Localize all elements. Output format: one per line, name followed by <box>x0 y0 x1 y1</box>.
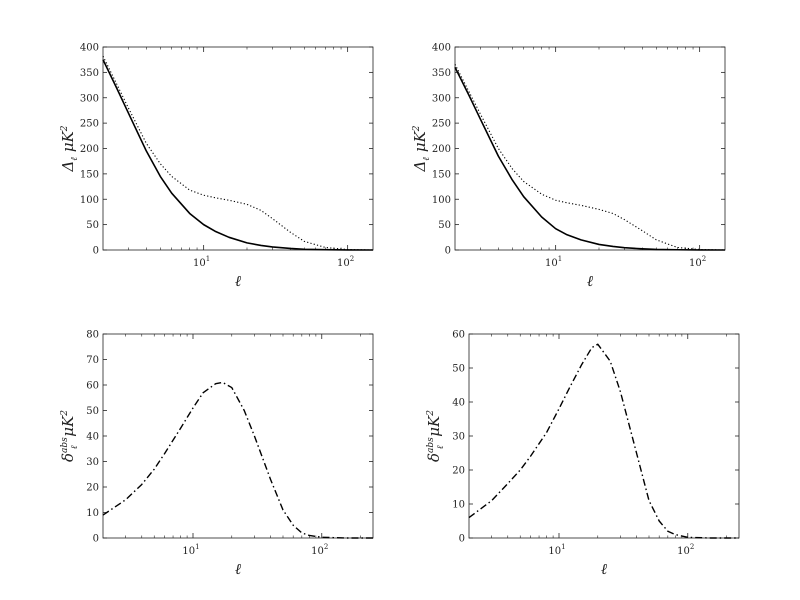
x-axis-label: ℓ <box>587 272 593 290</box>
y-tick-label: 50 <box>86 220 99 231</box>
y-tick-label: 70 <box>86 355 99 366</box>
y-tick-label: 250 <box>80 119 99 130</box>
y-tick-label: 50 <box>452 364 465 375</box>
y-tick-label: 350 <box>80 68 99 79</box>
y-tick-label: 250 <box>432 119 451 130</box>
y-tick-label: 40 <box>452 398 465 409</box>
y-tick-label: 300 <box>80 93 99 104</box>
y-tick-label: 50 <box>438 220 451 231</box>
y-tick-label: 20 <box>86 483 99 494</box>
y-tick-label: 200 <box>432 144 451 155</box>
panel-top-right: 0 50 100 150 200 250 300 350 400 101 102 ℓ Δℓ μK2 <box>411 43 726 290</box>
y-tick-label: 10 <box>452 500 465 511</box>
x-axis-label: ℓ <box>235 272 241 290</box>
y-axis-label: δabsℓ μK2 <box>425 410 446 462</box>
y-tick-label: 30 <box>86 457 99 468</box>
x-tick-label: 101 <box>545 255 562 269</box>
panel-bottom-right: 0 10 20 30 40 50 60 101 102 ℓ δabsℓ μK2 <box>425 330 740 578</box>
y-tick-label: 30 <box>452 432 465 443</box>
y-tick-label: 300 <box>432 93 451 104</box>
series-line-dotted <box>102 55 374 251</box>
x-tick-label: 102 <box>689 255 706 269</box>
series-line-solid <box>102 59 374 251</box>
panel-top-left: 0 50 100 150 200 250 300 350 400 101 102 ℓ Δℓ μK2 <box>59 43 374 290</box>
y-axis-label: Δℓ μK2 <box>411 125 432 172</box>
x-tick-label: 102 <box>677 543 694 557</box>
series-line-dashdot <box>468 343 739 539</box>
y-tick-label: 50 <box>86 406 99 417</box>
plot-frame <box>468 333 740 539</box>
y-tick-label: 350 <box>432 68 451 79</box>
y-tick-label: 400 <box>432 43 451 54</box>
y-tick-label: 100 <box>80 195 99 206</box>
series-line-dashdot <box>102 381 373 539</box>
x-tick-label: 102 <box>311 543 328 557</box>
y-tick-label: 200 <box>80 144 99 155</box>
y-tick-label: 60 <box>86 381 99 392</box>
x-tick-label: 101 <box>182 543 199 557</box>
plot-frame <box>102 333 374 539</box>
y-axis-label: δabsℓ μK2 <box>59 410 80 462</box>
y-tick-label: 150 <box>80 169 99 180</box>
y-tick-label: 0 <box>459 534 465 545</box>
y-tick-label: 60 <box>452 330 465 341</box>
y-tick-label: 10 <box>86 508 99 519</box>
y-tick-label: 0 <box>93 534 99 545</box>
x-axis-label: ℓ <box>601 560 607 578</box>
plot-frame <box>102 46 374 251</box>
series-line-dotted <box>454 64 726 251</box>
y-axis-label: Δℓ μK2 <box>59 125 80 172</box>
y-tick-label: 150 <box>432 169 451 180</box>
x-tick-label: 101 <box>548 543 565 557</box>
y-tick-label: 0 <box>445 246 451 257</box>
x-tick-label: 101 <box>193 255 210 269</box>
y-tick-label: 0 <box>93 246 99 257</box>
y-tick-label: 100 <box>432 195 451 206</box>
y-tick-label: 20 <box>452 466 465 477</box>
y-tick-label: 400 <box>80 43 99 54</box>
panel-bottom-left: 0 10 20 30 40 50 60 70 80 101 102 ℓ δabsℓ μK2 <box>59 330 374 578</box>
y-tick-label: 80 <box>86 330 99 341</box>
x-axis-label: ℓ <box>235 560 241 578</box>
y-tick-label: 40 <box>86 432 99 443</box>
series-line-solid <box>454 66 726 251</box>
x-tick-label: 102 <box>337 255 354 269</box>
